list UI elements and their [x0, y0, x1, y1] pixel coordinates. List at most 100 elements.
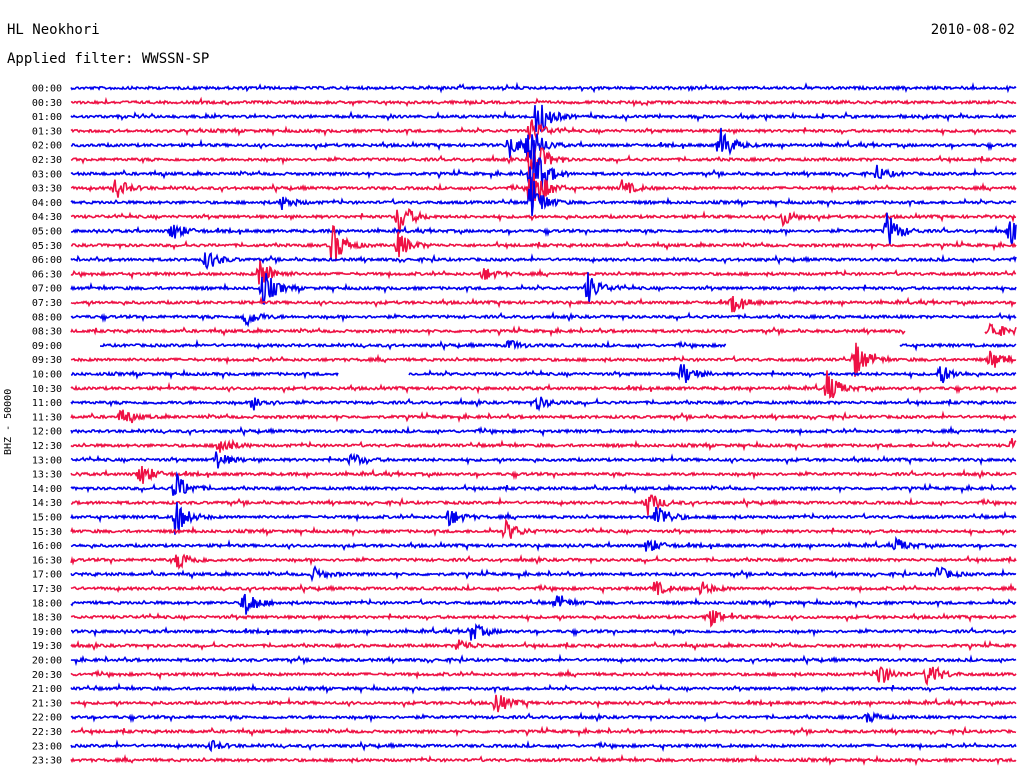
trace-1000: [70, 364, 1017, 384]
row-time-label: 09:00: [32, 341, 62, 352]
trace-2300: [70, 739, 1017, 753]
row-time-label: 16:30: [32, 555, 62, 566]
row-time-label: 05:30: [32, 241, 62, 252]
trace-2000: [70, 653, 1017, 667]
row-time-label: 20:30: [32, 670, 62, 681]
row-time-label: 07:30: [32, 298, 62, 309]
trace-1430: [70, 494, 1017, 516]
row-time-label: 21:00: [32, 684, 62, 695]
trace-0000: [70, 81, 1017, 94]
trace-0500: [71, 212, 1017, 246]
trace-1500: [70, 502, 1017, 535]
row-time-label: 00:30: [32, 98, 62, 109]
row-time-label: 15:00: [32, 513, 62, 524]
trace-1200: [70, 425, 1017, 438]
trace-1300: [70, 451, 1016, 469]
trace-2330: [70, 753, 1017, 767]
row-time-label: 19:30: [32, 641, 62, 652]
row-time-label: 22:00: [32, 713, 62, 724]
trace-1030: [70, 370, 1017, 399]
row-time-label: 00:00: [32, 84, 62, 95]
trace-1330: [70, 466, 1017, 484]
row-time-label: 15:30: [32, 527, 62, 538]
row-time-label: 01:00: [32, 112, 62, 123]
trace-1900: [71, 623, 1017, 641]
row-time-label: 19:00: [32, 627, 62, 638]
trace-0700: [70, 272, 1017, 306]
trace-1130: [70, 409, 1017, 424]
trace-1700: [70, 565, 1017, 583]
trace-0800: [70, 310, 1017, 328]
row-time-label: 08:00: [32, 312, 62, 323]
trace-0730: [70, 295, 1017, 313]
trace-1800: [70, 593, 1017, 615]
filter-label: Applied filter: WWSSN-SP: [7, 51, 210, 67]
row-time-label: 12:00: [32, 427, 62, 438]
row-time-label: 14:00: [32, 484, 62, 495]
record-date: 2010-08-02: [930, 22, 1015, 38]
trace-1830: [70, 610, 1017, 628]
row-time-label: 14:30: [32, 498, 62, 509]
row-time-label: 16:00: [32, 541, 62, 552]
row-time-label: 08:30: [32, 327, 62, 338]
row-time-label: 11:00: [32, 398, 62, 409]
trace-2100: [70, 682, 1017, 695]
trace-1230: [70, 438, 1017, 453]
row-time-label: 04:30: [32, 212, 62, 223]
trace-1530: [70, 518, 1017, 540]
trace-0230: [70, 143, 1017, 185]
trace-0630: [70, 260, 1017, 285]
row-time-label: 06:30: [32, 269, 62, 280]
trace-0300: [70, 140, 1017, 213]
trace-0830: [70, 322, 1017, 338]
row-time-label: 13:00: [32, 455, 62, 466]
row-time-label: 21:30: [32, 698, 62, 709]
row-time-label: 17:00: [32, 570, 62, 581]
row-time-label: 03:00: [32, 169, 62, 180]
trace-0430: [70, 208, 1017, 236]
row-time-label: 01:30: [32, 126, 62, 137]
row-time-label: 22:30: [32, 727, 62, 738]
row-time-label: 02:30: [32, 155, 62, 166]
row-time-label: 23:30: [32, 756, 62, 767]
trace-1100: [70, 396, 1017, 412]
row-time-label: 10:00: [32, 370, 62, 381]
trace-0100: [70, 104, 1017, 133]
trace-0030: [70, 96, 1017, 108]
trace-2030: [70, 665, 1017, 686]
row-time-label: 07:00: [32, 284, 62, 295]
trace-1400: [70, 471, 1017, 496]
row-time-label: 11:30: [32, 412, 62, 423]
row-time-label: 12:30: [32, 441, 62, 452]
row-time-label: 09:30: [32, 355, 62, 366]
row-time-label: 05:00: [32, 227, 62, 238]
row-time-label: 18:30: [32, 613, 62, 624]
row-time-label: 03:30: [32, 184, 62, 195]
row-time-label: 02:00: [32, 141, 62, 152]
row-time-label: 20:00: [32, 656, 62, 667]
row-time-label: 06:00: [32, 255, 62, 266]
trace-1600: [70, 535, 1017, 552]
row-time-label: 23:00: [32, 741, 62, 752]
trace-1730: [70, 581, 1017, 596]
trace-0900: [100, 338, 1017, 352]
trace-0600: [70, 252, 1017, 271]
row-time-label: 17:30: [32, 584, 62, 595]
trace-2130: [70, 694, 1017, 713]
trace-2200: [70, 711, 1017, 724]
row-time-label: 04:00: [32, 198, 62, 209]
row-time-label: 10:30: [32, 384, 62, 395]
row-time-label: 13:30: [32, 470, 62, 481]
trace-1630: [70, 553, 1017, 571]
station-name: HL Neokhori: [7, 22, 100, 38]
trace-0200: [70, 127, 1017, 160]
trace-0530: [70, 225, 1017, 262]
trace-0930: [70, 342, 1017, 377]
trace-1930: [70, 639, 1017, 652]
trace-0400: [70, 176, 1017, 216]
trace-2230: [70, 725, 1017, 738]
row-time-label: 18:00: [32, 598, 62, 609]
trace-0130: [70, 119, 1017, 140]
